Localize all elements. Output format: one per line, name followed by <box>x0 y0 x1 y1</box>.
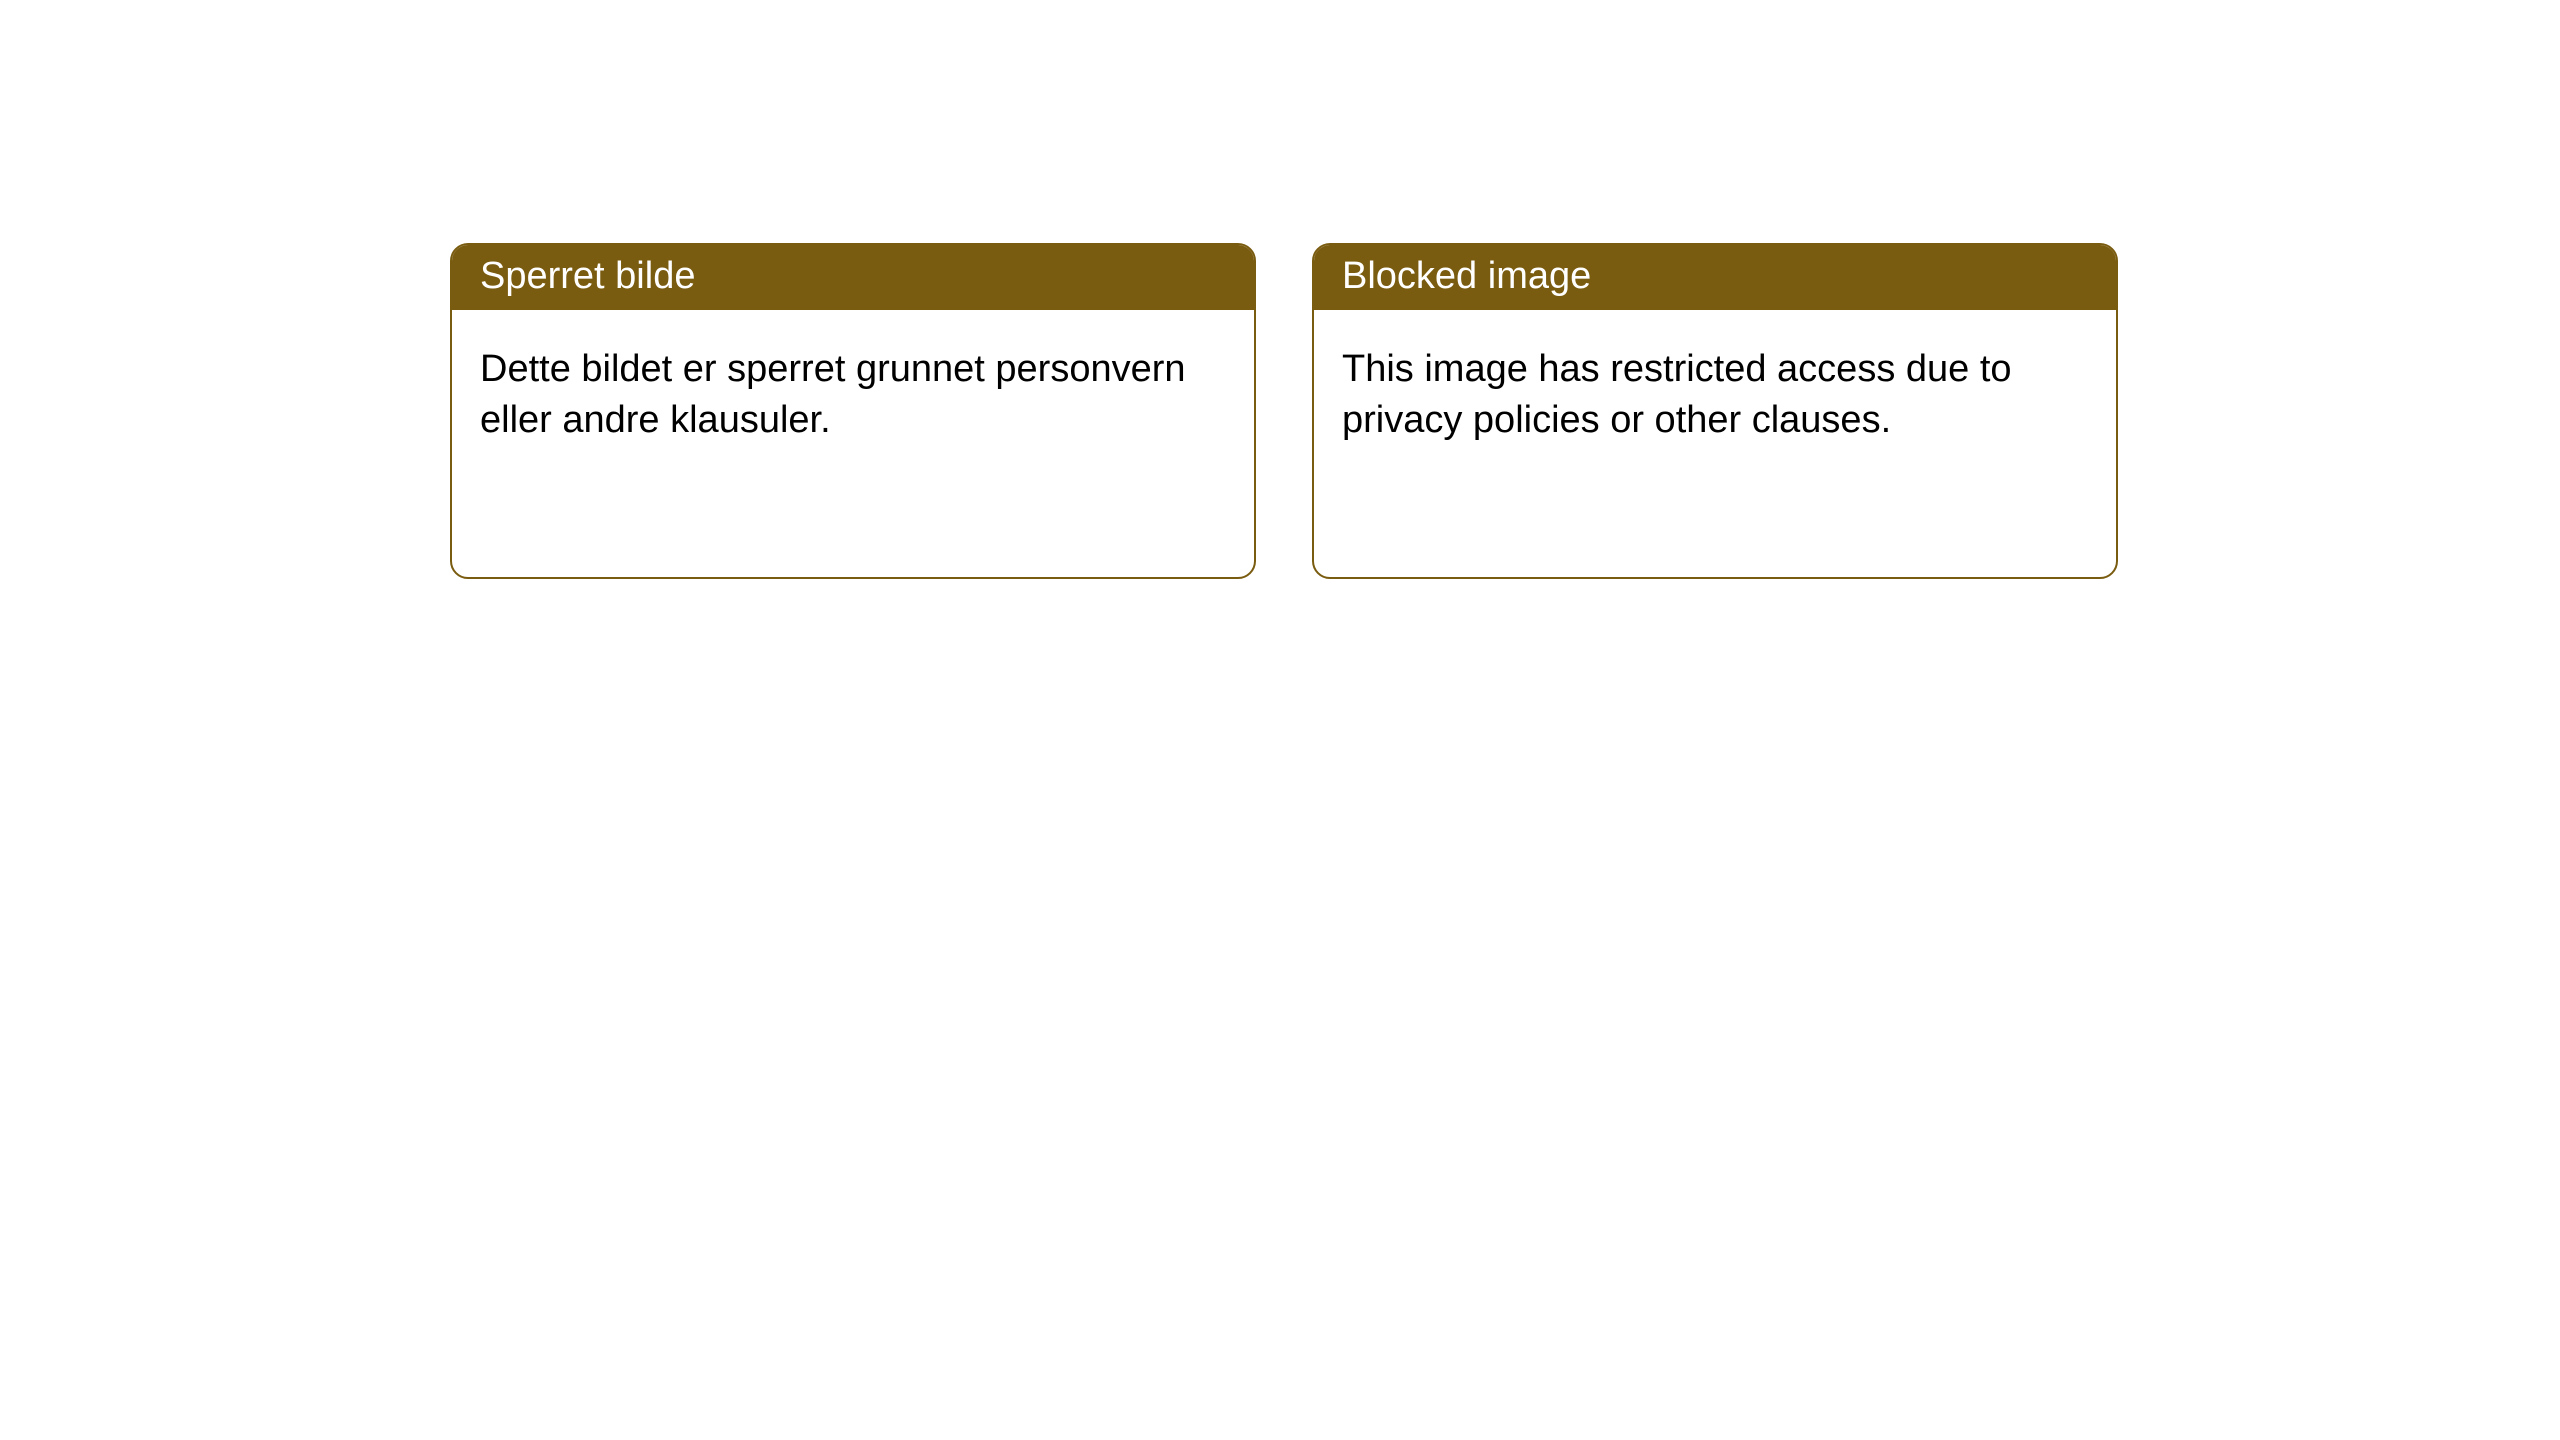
notice-title: Blocked image <box>1342 255 1591 297</box>
notice-title: Sperret bilde <box>480 255 695 297</box>
notice-card-english: Blocked image This image has restricted … <box>1312 243 2118 579</box>
notice-text: This image has restricted access due to … <box>1342 348 2012 441</box>
notice-body: Dette bildet er sperret grunnet personve… <box>452 310 1254 481</box>
notice-card-norwegian: Sperret bilde Dette bildet er sperret gr… <box>450 243 1256 579</box>
notice-text: Dette bildet er sperret grunnet personve… <box>480 348 1186 441</box>
notice-body: This image has restricted access due to … <box>1314 310 2116 481</box>
notice-header: Blocked image <box>1314 245 2116 310</box>
notice-container: Sperret bilde Dette bildet er sperret gr… <box>0 0 2560 579</box>
notice-header: Sperret bilde <box>452 245 1254 310</box>
